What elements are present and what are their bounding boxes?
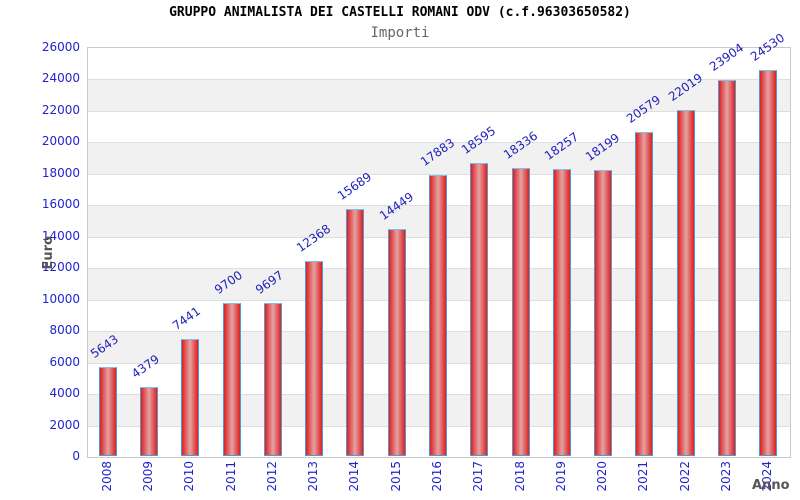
plot-band	[88, 110, 790, 143]
x-tick-label: 2011	[223, 461, 238, 492]
bar-2012	[263, 303, 282, 456]
chart-title: GRUPPO ANIMALISTA DEI CASTELLI ROMANI OD…	[169, 5, 631, 20]
y-tick-label: 4000	[49, 386, 80, 401]
bar-2011	[222, 303, 241, 456]
x-tick-label: 2019	[553, 461, 568, 492]
x-tick-label: 2014	[347, 461, 362, 492]
bar-2014	[346, 209, 365, 456]
x-tick-label: 2020	[595, 461, 610, 492]
y-tick-label: 20000	[41, 134, 80, 149]
y-tick-label: 16000	[41, 197, 80, 212]
bar-2010	[181, 339, 200, 456]
bar-2022	[676, 110, 695, 456]
y-tick-label: 26000	[41, 40, 80, 54]
y-tick-label: 2000	[49, 417, 80, 432]
x-tick-label: 2022	[677, 461, 692, 492]
x-tick-label: 2021	[636, 461, 651, 492]
bar-2018	[511, 168, 530, 456]
bar-2009	[139, 387, 158, 456]
bar-2020	[594, 170, 613, 456]
x-tick-label: 2015	[388, 461, 403, 492]
chart-subtitle: Importi	[370, 25, 430, 41]
x-tick-label: 2013	[306, 461, 321, 492]
bar-2021	[635, 132, 654, 456]
y-axis-title: Euro	[41, 235, 56, 269]
plot-band	[88, 48, 790, 80]
bar-2008	[98, 367, 117, 456]
x-tick-label: 2016	[430, 461, 444, 492]
y-tick-label: 8000	[49, 323, 80, 338]
x-axis-title: Anno	[752, 478, 790, 493]
x-tick-label: 2009	[140, 461, 155, 492]
y-tick-label: 0	[72, 449, 80, 463]
x-tick-label: 2023	[719, 461, 734, 492]
y-tick-label: 24000	[41, 71, 80, 86]
y-tick-label: 10000	[41, 291, 80, 306]
x-tick-label: 2010	[182, 461, 197, 492]
y-tick-label: 12000	[41, 260, 80, 275]
bar-2015	[387, 229, 406, 456]
y-tick-label: 14000	[41, 228, 80, 243]
bar-2023	[718, 80, 737, 456]
x-tick-label: 2008	[99, 461, 114, 492]
y-tick-label: 18000	[41, 165, 80, 180]
x-tick-label: 2018	[512, 461, 527, 492]
y-tick-label: 22000	[41, 102, 80, 117]
bar-2017	[470, 163, 489, 456]
x-tick-label: 2012	[264, 461, 279, 492]
plot-band	[88, 142, 790, 174]
x-tick-label: 2017	[471, 461, 486, 492]
y-tick-label: 6000	[49, 354, 80, 369]
bar-2016	[429, 175, 447, 456]
bar-2024	[759, 70, 778, 456]
bar-2013	[305, 261, 324, 456]
plot-band	[88, 79, 790, 111]
bar-2019	[552, 169, 571, 456]
